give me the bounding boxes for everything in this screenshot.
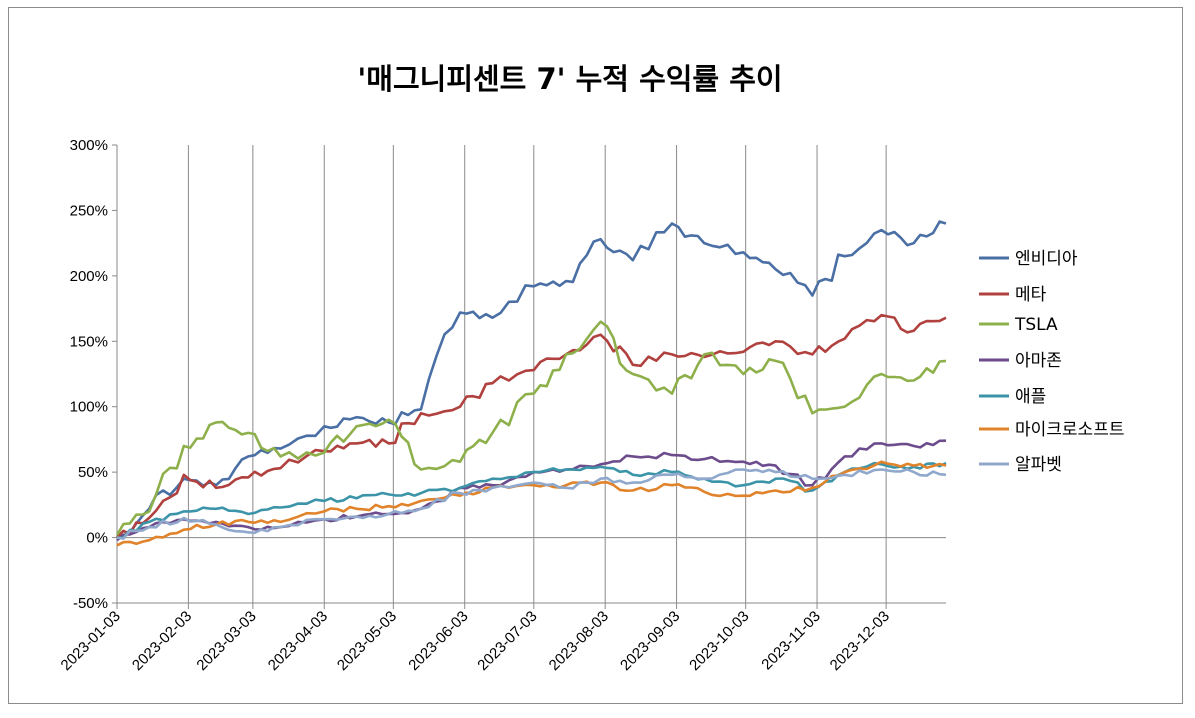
x-tick-label: 2023-09-03	[617, 608, 683, 674]
series-line	[116, 439, 947, 542]
x-tick-label: 2023-02-03	[129, 608, 195, 674]
y-tick-label: 100%	[70, 399, 108, 416]
x-tick-label: 2023-11-03	[758, 608, 823, 673]
x-tick-label: 2023-04-03	[265, 608, 331, 674]
x-tick-label: 2023-12-03	[827, 608, 893, 674]
y-tick-label: 50%	[78, 464, 108, 481]
legend-label: 메타	[1015, 285, 1047, 305]
series-line	[116, 468, 947, 540]
x-tick-label: 2023-03-03	[193, 608, 259, 674]
x-tick-label: 2023-01-03	[58, 608, 124, 674]
x-tick-label: 2023-10-03	[686, 608, 752, 674]
y-tick-label: 250%	[70, 202, 108, 219]
series-lines	[115, 220, 947, 547]
y-tick-label: 300%	[70, 137, 108, 154]
series-line	[115, 320, 947, 536]
legend-label: TSLA	[1014, 315, 1058, 335]
legend-label: 엔비디아	[1015, 249, 1078, 269]
y-tick-label: -50%	[73, 595, 108, 612]
legend-label: 애플	[1015, 387, 1046, 407]
chart-area: '매그니피센트 7' 누적 수익률 추이 300% 250% 200% 150% 100…	[8, 7, 1183, 704]
x-tick-label: 2023-07-03	[474, 608, 540, 674]
y-axis-ticks: 300% 250% 200% 150% 100% 50% 0% -50%	[70, 137, 108, 612]
y-tick-label: 150%	[70, 333, 108, 350]
legend-label: 아마존	[1015, 351, 1062, 371]
chart-svg: '매그니피센트 7' 누적 수익률 추이 300% 250% 200% 150% 100…	[58, 62, 1125, 674]
x-tick-label: 2023-06-03	[405, 608, 471, 674]
series-line	[116, 460, 947, 547]
legend-label: 마이크로소프트	[1015, 420, 1124, 440]
y-tick-label: 200%	[70, 268, 108, 285]
x-tick-label: 2023-05-03	[334, 608, 400, 674]
axes	[112, 144, 946, 609]
legend-label: 알파벳	[1015, 455, 1062, 475]
series-line	[116, 313, 947, 539]
series-line	[116, 461, 947, 540]
x-tick-label: 2023-08-03	[546, 608, 612, 674]
chart-title: '매그니피센트 7' 누적 수익률 추이	[357, 62, 782, 96]
series-line	[116, 220, 947, 539]
y-tick-label: 0%	[86, 530, 108, 547]
grid-layer	[116, 145, 887, 603]
